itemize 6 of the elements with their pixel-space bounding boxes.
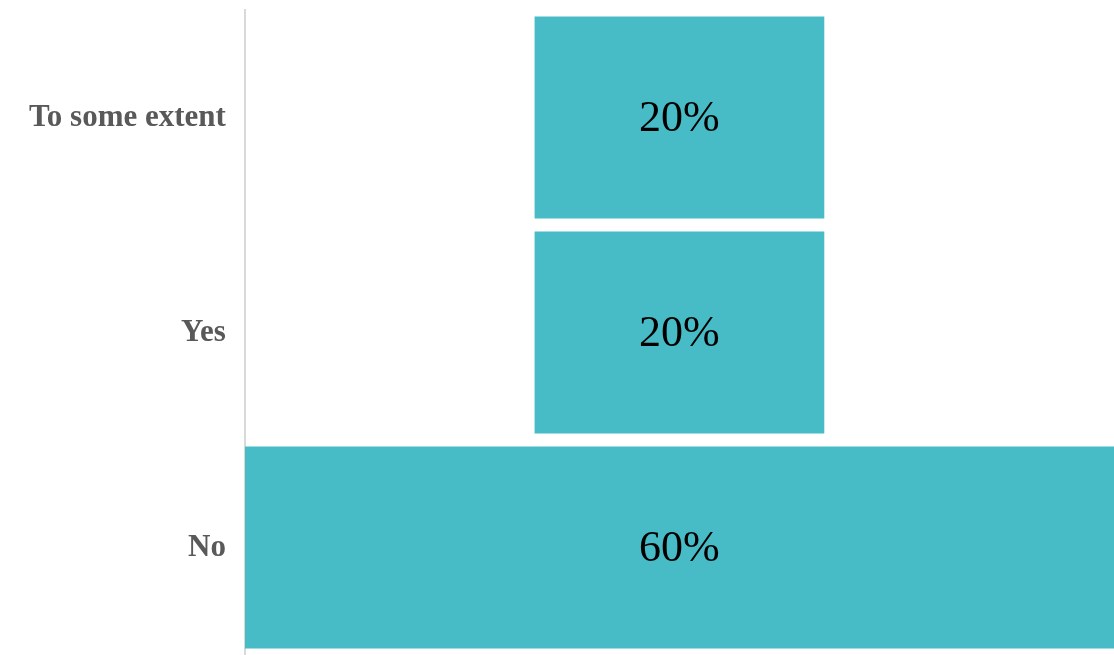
data-label: 60% (639, 522, 720, 572)
data-label: 20% (639, 307, 720, 357)
category-label: Yes (181, 312, 226, 348)
category-label: No (187, 527, 226, 563)
data-label: 20% (639, 92, 720, 142)
category-label: To some extent (28, 97, 227, 133)
